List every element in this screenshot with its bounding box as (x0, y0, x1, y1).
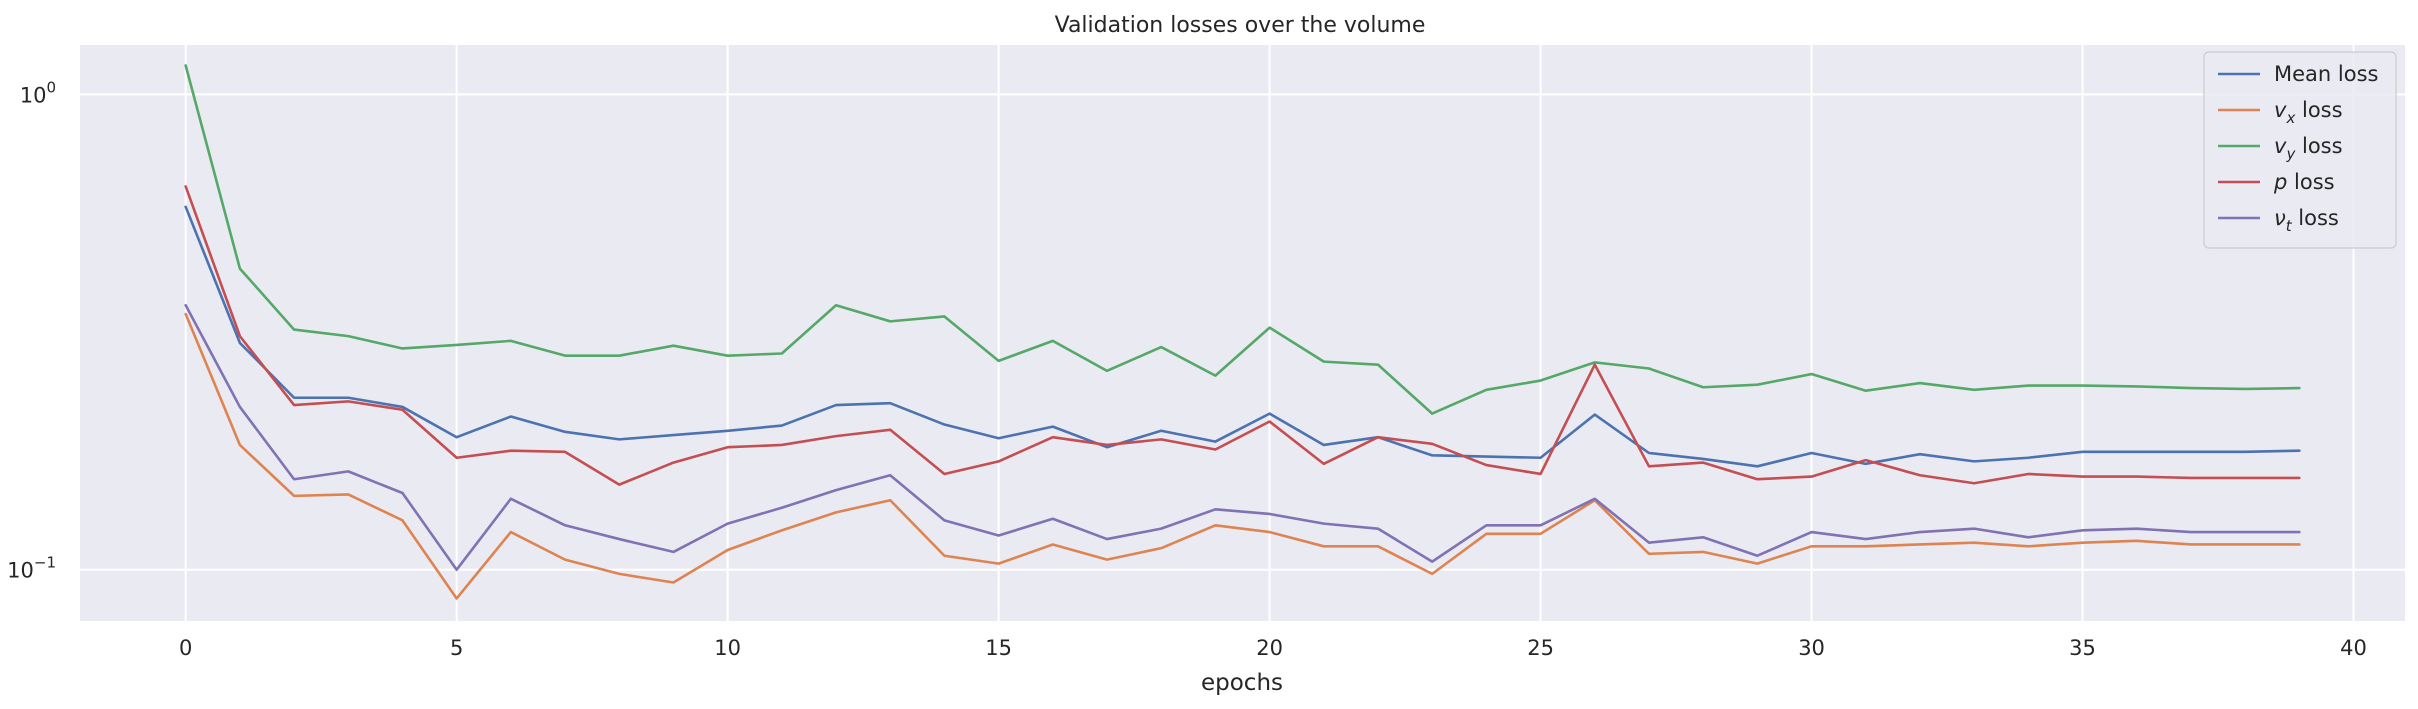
legend-suffix: loss (2292, 206, 2339, 230)
y-tick-label: 100 (20, 78, 56, 107)
legend-main: v (2274, 134, 2287, 158)
legend-main: p (2273, 170, 2287, 194)
x-axis-label: epochs (1201, 670, 1283, 696)
x-tick-label: 10 (714, 636, 741, 660)
legend-suffix: loss (2295, 134, 2342, 158)
y-tick-exponent: −1 (34, 554, 56, 572)
legend-suffix: loss (2287, 170, 2334, 194)
legend-subscript: x (2285, 109, 2295, 127)
x-tick-label: 40 (2340, 636, 2367, 660)
legend-suffix: loss (2295, 98, 2342, 122)
x-tick-label: 30 (1798, 636, 1825, 660)
chart-title: Validation losses over the volume (1055, 13, 1426, 38)
legend-entry: p loss (2273, 170, 2335, 194)
x-axis-ticks: 0 5 10 15 20 25 30 35 40 (179, 636, 2367, 660)
x-tick-label: 0 (179, 636, 192, 660)
x-tick-label: 15 (985, 636, 1012, 660)
y-tick-label: 10−1 (7, 554, 56, 583)
y-tick-exponent: 0 (46, 78, 56, 96)
legend-entry: Mean loss (2274, 62, 2378, 86)
y-tick-base: 10 (20, 83, 47, 107)
legend-main: v (2274, 98, 2287, 122)
x-tick-label: 20 (1256, 636, 1283, 660)
y-tick-base: 10 (7, 559, 34, 583)
x-tick-label: 5 (450, 636, 463, 660)
legend-main: Mean loss (2274, 62, 2378, 86)
x-tick-label: 25 (1527, 636, 1554, 660)
x-tick-label: 35 (2069, 636, 2096, 660)
legend-main: ν (2274, 206, 2286, 230)
